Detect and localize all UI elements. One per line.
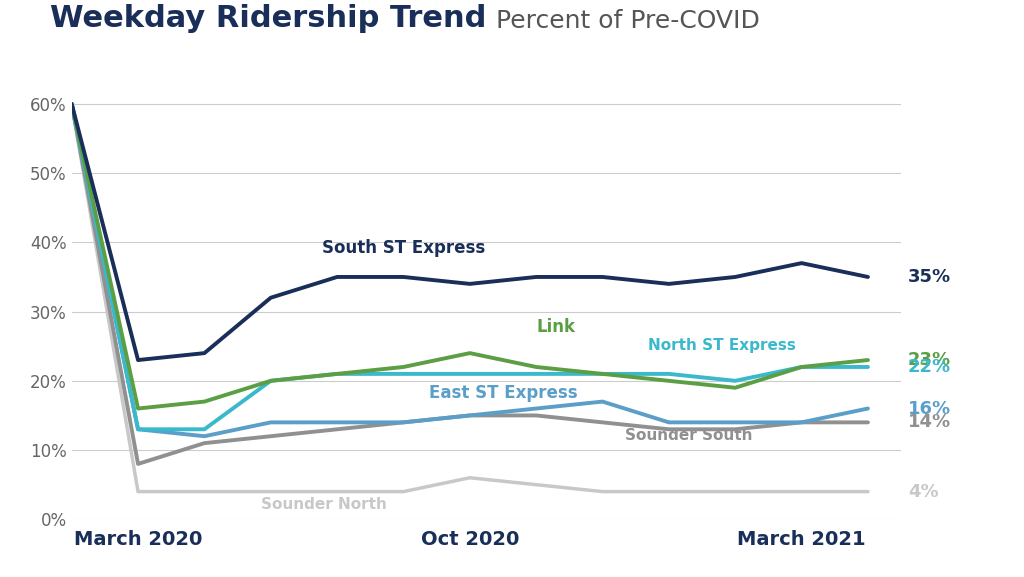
Text: North ST Express: North ST Express bbox=[648, 338, 796, 353]
Text: Link: Link bbox=[537, 319, 575, 336]
Text: Weekday Ridership Trend: Weekday Ridership Trend bbox=[50, 4, 486, 33]
Text: 22%: 22% bbox=[907, 358, 951, 376]
Text: East ST Express: East ST Express bbox=[429, 384, 578, 402]
Text: 35%: 35% bbox=[907, 268, 951, 286]
Text: 23%: 23% bbox=[907, 351, 951, 369]
Text: South ST Express: South ST Express bbox=[322, 239, 485, 257]
Text: Percent of Pre-COVID: Percent of Pre-COVID bbox=[488, 9, 760, 33]
Text: Sounder South: Sounder South bbox=[625, 428, 753, 443]
Text: 4%: 4% bbox=[907, 482, 938, 501]
Text: 14%: 14% bbox=[907, 413, 951, 432]
Text: 16%: 16% bbox=[907, 399, 951, 418]
Text: Sounder North: Sounder North bbox=[261, 497, 387, 512]
